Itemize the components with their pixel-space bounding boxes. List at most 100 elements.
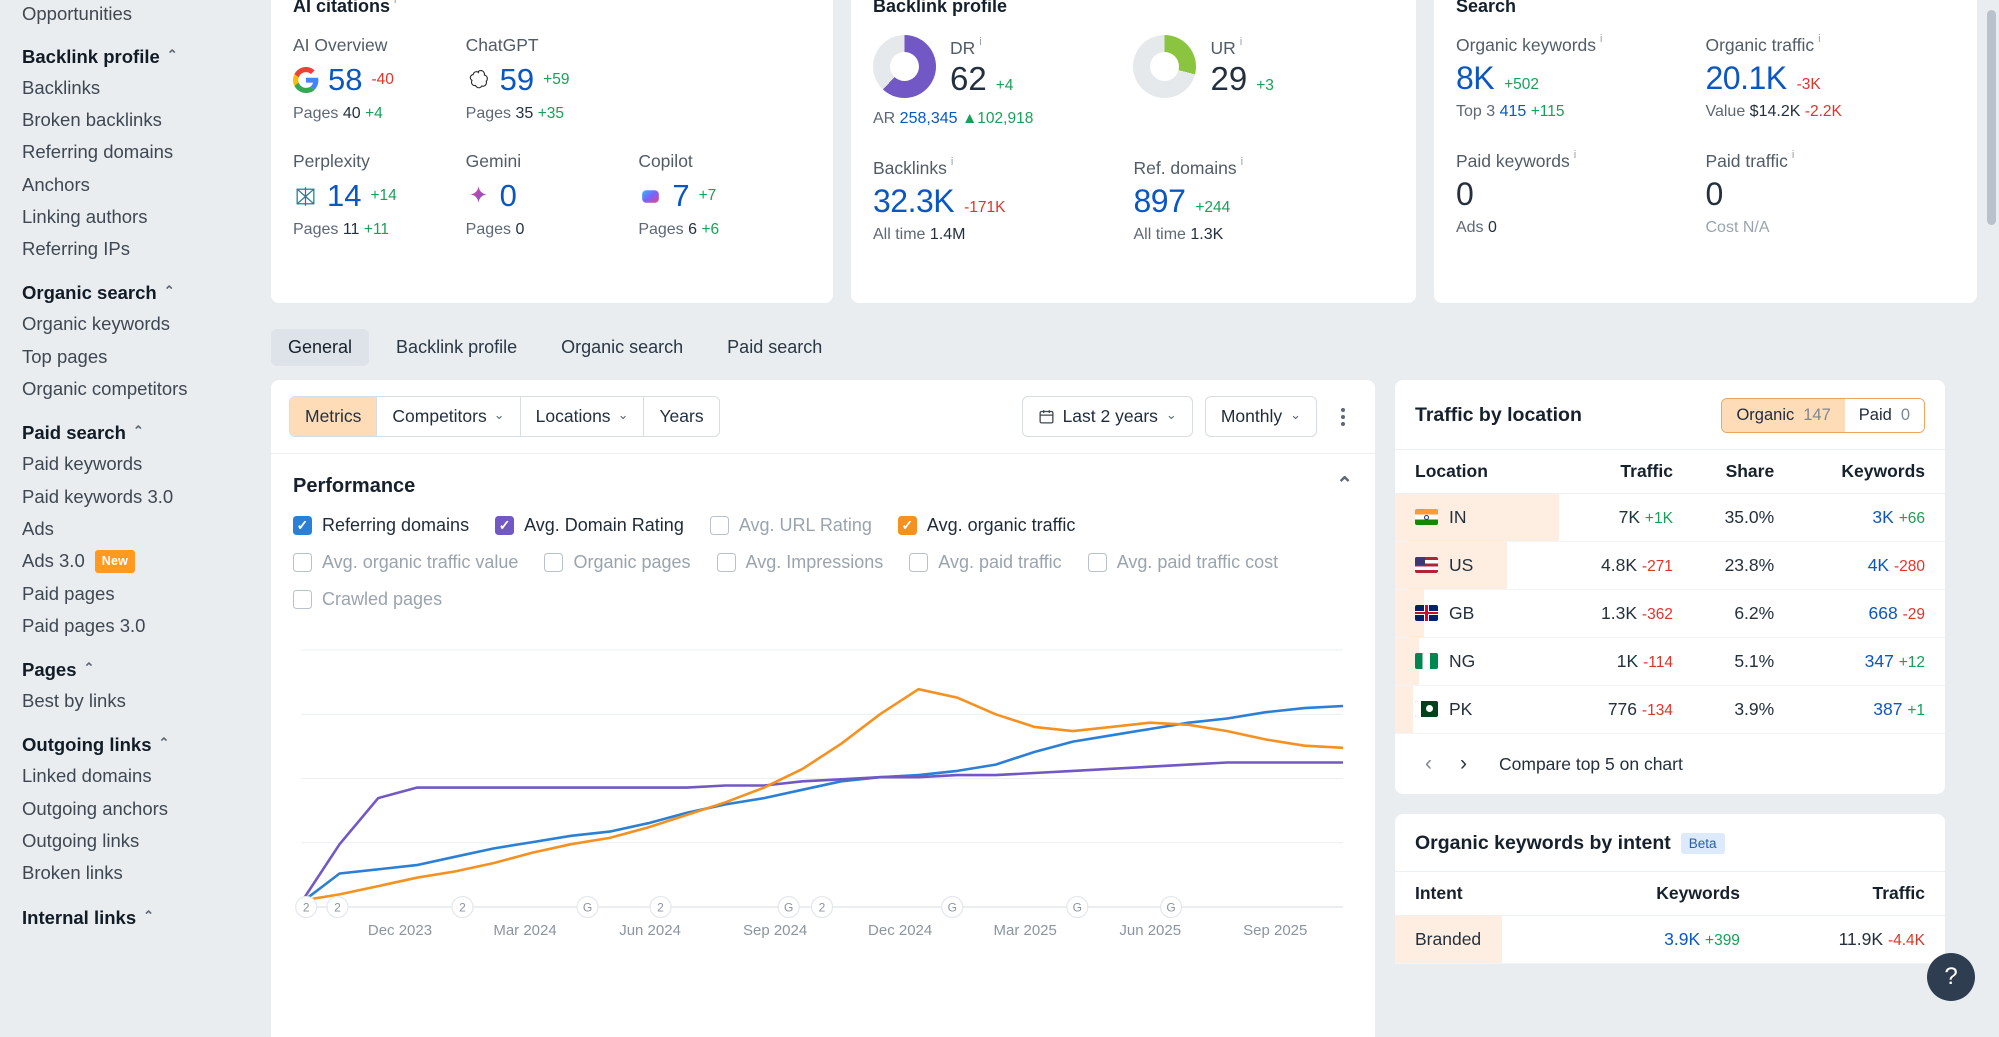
checkbox-referring-domains[interactable]: Referring domains — [293, 515, 469, 536]
sidebar-item-ads-30[interactable]: Ads 3.0 New — [22, 545, 271, 577]
sidebar-item-linked-domains[interactable]: Linked domains — [22, 760, 271, 792]
col-keywords[interactable]: Keywords — [1579, 871, 1760, 916]
chart-event-marker[interactable]: 2 — [326, 895, 349, 919]
sidebar-item-paid-keywords[interactable]: Paid keywords — [22, 448, 271, 480]
info-icon[interactable]: i — [979, 36, 982, 48]
segment-locations[interactable]: Locations ⌄ — [520, 397, 645, 436]
date-range-picker[interactable]: Last 2 years ⌄ — [1021, 396, 1193, 437]
info-icon[interactable]: i — [1573, 149, 1577, 161]
tab-organic-search[interactable]: Organic search — [544, 329, 700, 366]
sidebar-item-ads[interactable]: Ads — [22, 513, 271, 545]
col-location[interactable]: Location — [1395, 449, 1560, 494]
sidebar-item-referring-ips[interactable]: Referring IPs — [22, 233, 271, 265]
next-page-icon[interactable]: › — [1460, 752, 1467, 775]
table-row[interactable]: IN 7K +1K 35.0% 3K +66 — [1395, 493, 1945, 542]
checkbox-avg-domain-rating[interactable]: Avg. Domain Rating — [495, 515, 684, 536]
ai-item-delta: -40 — [371, 71, 394, 88]
sidebar-item-opportunities[interactable]: Opportunities — [22, 0, 271, 29]
sidebar-group-header-internal-links[interactable]: Internal links ⌃ — [22, 907, 271, 929]
table-row[interactable]: GB 1.3K -362 6.2% 668 -29 — [1395, 589, 1945, 638]
chart-event-marker[interactable]: 2 — [295, 895, 318, 919]
sidebar-group-header-organic-search[interactable]: Organic search ⌃ — [22, 282, 271, 304]
col-traffic[interactable]: Traffic — [1559, 449, 1693, 494]
chart-event-marker[interactable]: G — [1066, 895, 1089, 919]
chart-event-marker[interactable]: G — [576, 895, 599, 919]
checkbox-avg-paid-traffic-cost[interactable]: Avg. paid traffic cost — [1087, 552, 1278, 573]
sidebar-item-broken-links[interactable]: Broken links — [22, 857, 271, 889]
sidebar-item-outgoing-anchors[interactable]: Outgoing anchors — [22, 793, 271, 825]
info-icon[interactable]: i — [1818, 33, 1821, 45]
sidebar-item-linking-authors[interactable]: Linking authors — [22, 201, 271, 233]
sidebar-item-anchors[interactable]: Anchors — [22, 169, 271, 201]
sidebar-item-label: Organic competitors — [22, 378, 188, 400]
prev-page-icon[interactable]: ‹ — [1425, 752, 1432, 775]
segment-years[interactable]: Years — [644, 397, 719, 436]
chart-event-marker[interactable]: 2 — [649, 895, 672, 919]
vertical-scrollbar[interactable] — [1987, 10, 1996, 225]
checkbox-avg-organic-traffic[interactable]: Avg. organic traffic — [897, 515, 1075, 536]
ot-sub-label: Value — [1705, 103, 1746, 120]
sidebar-item-backlinks[interactable]: Backlinks — [22, 72, 271, 104]
checkbox-crawled-pages[interactable]: Crawled pages — [293, 589, 442, 610]
granularity-picker[interactable]: Monthly ⌄ — [1204, 396, 1317, 437]
chart-event-marker[interactable]: G — [777, 895, 800, 919]
checkbox-avg-paid-traffic[interactable]: Avg. paid traffic — [909, 552, 1062, 573]
performance-plot[interactable]: 2 2 2 G 2 G 2 G G G Dec 2023 Mar 2024 Jun 2024 Sep 20… — [293, 632, 1353, 962]
ur-label-row: UR i — [1210, 36, 1273, 59]
toggle-organic[interactable]: Organic 147 — [1722, 399, 1845, 432]
info-icon[interactable]: i — [1600, 33, 1603, 45]
tab-backlink-profile[interactable]: Backlink profile — [379, 329, 534, 366]
table-row[interactable]: PK 776 -134 3.9% 387 +1 — [1395, 685, 1945, 734]
checkbox-avg-url-rating[interactable]: Avg. URL Rating — [709, 515, 872, 536]
sidebar-item-paid-keywords-30[interactable]: Paid keywords 3.0 — [22, 481, 271, 513]
col-intent[interactable]: Intent — [1395, 871, 1580, 916]
checkbox-avg-organic-traffic-value[interactable]: Avg. organic traffic value — [293, 552, 518, 573]
ai-item-gemini: Gemini 0 Pages — [466, 151, 639, 239]
chart-x-tick-label: Jun 2024 — [619, 922, 681, 939]
info-icon[interactable]: i — [1791, 149, 1795, 161]
sidebar-item-organic-keywords[interactable]: Organic keywords — [22, 308, 271, 340]
cell-share: 6.2% — [1692, 589, 1795, 638]
tab-general[interactable]: General — [271, 329, 370, 366]
sidebar-group-header-backlink-profile[interactable]: Backlink profile ⌃ — [22, 46, 271, 68]
col-share[interactable]: Share — [1692, 449, 1795, 494]
sidebar-item-top-pages[interactable]: Top pages — [22, 341, 271, 373]
col-keywords[interactable]: Keywords — [1794, 449, 1945, 494]
sidebar-item-paid-pages[interactable]: Paid pages — [22, 578, 271, 610]
col-traffic[interactable]: Traffic — [1759, 871, 1945, 916]
table-row[interactable]: NG 1K -114 5.1% 347 +12 — [1395, 637, 1945, 686]
segment-metrics[interactable]: Metrics — [290, 397, 378, 436]
collapse-chevron-icon[interactable]: ⌃ — [1336, 474, 1353, 496]
checkbox-organic-pages[interactable]: Organic pages — [544, 552, 691, 573]
segment-competitors[interactable]: Competitors ⌄ — [377, 397, 521, 436]
info-icon[interactable]: i — [950, 156, 954, 168]
chart-x-tick-label: Jun 2025 — [1119, 922, 1181, 939]
location-code: PK — [1449, 699, 1473, 719]
chart-event-marker[interactable]: 2 — [451, 895, 474, 919]
sidebar-item-paid-pages-30[interactable]: Paid pages 3.0 — [22, 610, 271, 642]
toggle-paid[interactable]: Paid 0 — [1844, 399, 1924, 432]
checkbox-avg-impressions[interactable]: Avg. Impressions — [716, 552, 883, 573]
sidebar-group-header-pages[interactable]: Pages ⌃ — [22, 659, 271, 681]
help-button[interactable]: ? — [1927, 953, 1975, 1001]
sidebar-group-header-paid-search[interactable]: Paid search ⌃ — [22, 422, 271, 444]
info-icon[interactable]: i — [394, 0, 397, 6]
sidebar-item-referring-domains[interactable]: Referring domains — [22, 136, 271, 168]
chart-event-marker[interactable]: 2 — [810, 895, 834, 919]
sidebar-item-best-by-links[interactable]: Best by links — [22, 685, 271, 717]
info-icon[interactable]: i — [1240, 156, 1244, 168]
table-row[interactable]: Branded 3.9K +399 11.9K -4.4K — [1395, 915, 1945, 964]
sidebar-item-outgoing-links[interactable]: Outgoing links — [22, 825, 271, 857]
compare-top-5-link[interactable]: Compare top 5 on chart — [1499, 753, 1683, 774]
more-options-icon[interactable] — [1329, 402, 1357, 432]
keywords-delta: -29 — [1902, 606, 1925, 623]
sidebar-item-organic-competitors[interactable]: Organic competitors — [22, 373, 271, 405]
table-row[interactable]: US 4.8K -271 23.8% 4K -280 — [1395, 541, 1945, 590]
tab-paid-search[interactable]: Paid search — [710, 329, 839, 366]
chart-event-marker[interactable]: G — [941, 895, 964, 919]
info-icon[interactable]: i — [1239, 36, 1243, 48]
sidebar-group-header-outgoing-links[interactable]: Outgoing links ⌃ — [22, 734, 271, 756]
chart-event-marker[interactable]: G — [1159, 895, 1183, 919]
panel-title-text: Traffic by location — [1415, 404, 1582, 426]
sidebar-item-broken-backlinks[interactable]: Broken backlinks — [22, 104, 271, 136]
